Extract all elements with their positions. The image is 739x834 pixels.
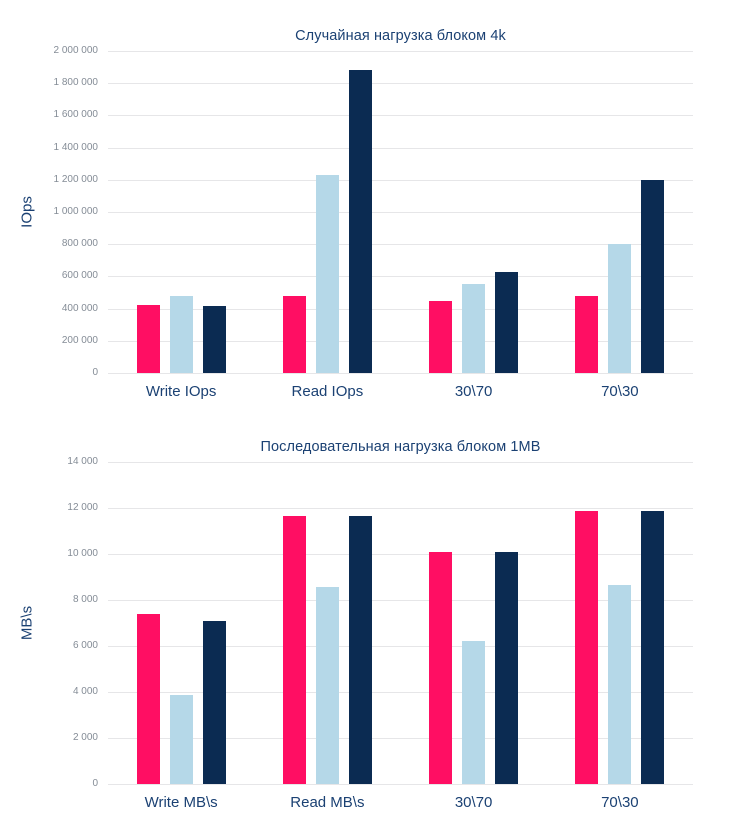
bar-light-blue: [608, 585, 632, 784]
y-tick-label: 10 000: [67, 548, 98, 559]
bar-group: [547, 511, 693, 784]
gridline: [108, 692, 693, 693]
bar-navy: [495, 552, 519, 784]
bar-pink: [575, 296, 599, 373]
gridline: [108, 276, 693, 277]
gridline: [108, 212, 693, 213]
gridline: [108, 600, 693, 601]
bar-pink: [136, 305, 160, 373]
gridline: [108, 646, 693, 647]
bar-groups: [108, 51, 693, 373]
x-category-label: 30\70: [454, 383, 493, 400]
chart-title: Случайная нагрузка блоком 4k: [295, 28, 506, 44]
bar-group: [547, 180, 693, 373]
bar-navy: [641, 180, 665, 373]
gridline: [108, 738, 693, 739]
y-tick-label: 1 200 000: [53, 174, 99, 185]
y-axis-tick-labels: 0 2 000 4 000 6 000 8 000 10 000 12 000 14 000: [0, 456, 98, 789]
x-category-label: Write IOps: [145, 383, 217, 400]
bar-navy: [202, 621, 226, 784]
random-load-4k-chart: Случайная нагрузка блоком 4k IOps 0 200 0…: [0, 0, 739, 411]
y-tick-label: 600 000: [61, 270, 98, 281]
bar-light-blue: [462, 284, 486, 373]
chart-title: Последовательная нагрузка блоком 1MB: [260, 439, 541, 455]
bar-group: [401, 272, 547, 373]
x-category-label: Read IOps: [291, 383, 364, 400]
x-category-label: Write MB\s: [144, 794, 218, 811]
gridline: [108, 51, 693, 52]
bar-group: [108, 296, 254, 373]
x-axis-category-labels: Write IOps Read IOps 30\70 70\30: [108, 383, 693, 400]
plot-area: [108, 462, 693, 785]
y-tick-label: 2 000 000: [53, 45, 99, 56]
bar-navy: [202, 306, 226, 373]
plot-area: [108, 51, 693, 374]
bar-pink: [136, 614, 160, 784]
bar-groups: [108, 462, 693, 784]
bar-light-blue: [315, 587, 339, 784]
y-tick-label: 14 000: [67, 456, 98, 467]
bar-group: [108, 614, 254, 784]
y-tick-label: 1 600 000: [53, 109, 99, 120]
bar-pink: [429, 552, 453, 784]
y-tick-label: 200 000: [61, 335, 98, 346]
gridline: [108, 373, 693, 374]
bar-light-blue: [169, 695, 193, 784]
gridline: [108, 83, 693, 84]
gridline: [108, 462, 693, 463]
bar-navy: [348, 516, 372, 784]
bar-group: [401, 552, 547, 784]
gridline: [108, 341, 693, 342]
bar-light-blue: [169, 296, 193, 373]
y-tick-label: 0: [92, 778, 98, 789]
y-tick-label: 1 800 000: [53, 77, 99, 88]
bar-group: [254, 70, 400, 373]
bar-pink: [575, 511, 599, 784]
y-tick-label: 4 000: [72, 686, 98, 697]
gridline: [108, 554, 693, 555]
bar-navy: [495, 272, 519, 373]
y-tick-label: 1 400 000: [53, 142, 99, 153]
gridline: [108, 115, 693, 116]
bar-light-blue: [608, 244, 632, 373]
x-category-label: 30\70: [454, 794, 493, 811]
gridline: [108, 148, 693, 149]
y-tick-label: 1 000 000: [53, 206, 99, 217]
x-axis-category-labels: Write MB\s Read MB\s 30\70 70\30: [108, 794, 693, 811]
y-tick-label: 800 000: [61, 238, 98, 249]
bar-light-blue: [462, 641, 486, 784]
gridline: [108, 784, 693, 785]
x-category-label: 70\30: [601, 794, 639, 811]
y-tick-label: 6 000: [72, 640, 98, 651]
bar-navy: [348, 70, 372, 373]
x-category-label: Read MB\s: [290, 794, 365, 811]
gridline: [108, 244, 693, 245]
y-axis-tick-labels: 0 200 000 400 000 600 000 800 000 1 000 000 1 …: [0, 45, 99, 378]
sequential-load-1mb-chart: Последовательная нагрузка блоком 1MB MB\…: [0, 411, 739, 834]
x-category-label: 70\30: [601, 383, 639, 400]
bar-light-blue: [315, 175, 339, 373]
bar-pink: [282, 516, 306, 784]
gridline: [108, 508, 693, 509]
y-tick-label: 12 000: [67, 502, 98, 513]
y-tick-label: 8 000: [72, 594, 98, 605]
y-tick-label: 2 000: [72, 732, 98, 743]
bar-pink: [429, 301, 453, 373]
gridline: [108, 309, 693, 310]
gridline: [108, 180, 693, 181]
bar-pink: [282, 296, 306, 373]
y-tick-label: 400 000: [61, 303, 98, 314]
y-tick-label: 0: [92, 367, 98, 378]
bar-navy: [641, 511, 665, 784]
bar-group: [254, 516, 400, 784]
